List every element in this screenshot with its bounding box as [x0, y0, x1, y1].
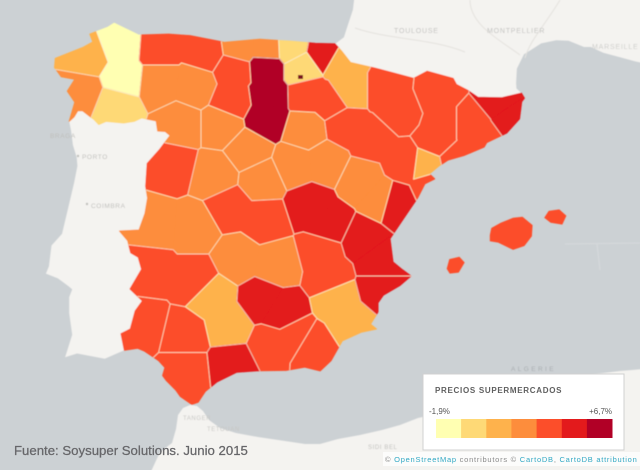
svg-text:PORTO: PORTO: [82, 154, 108, 161]
svg-text:SIDI BEL: SIDI BEL: [368, 445, 398, 451]
svg-text:MARSEILLE: MARSEILLE: [592, 44, 639, 51]
svg-text:Fuente: Soysuper Solutions. Ju: Fuente: Soysuper Solutions. Junio 2015: [14, 443, 248, 458]
svg-text:PRECIOS SUPERMERCADOS: PRECIOS SUPERMERCADOS: [435, 386, 562, 395]
svg-text:© OpenStreetMap contributors ©: © OpenStreetMap contributors © CartoDB, …: [385, 455, 638, 464]
svg-text:ALGERIE: ALGERIE: [511, 366, 556, 373]
svg-text:MONTPELLIER: MONTPELLIER: [487, 28, 545, 35]
svg-text:TANGER: TANGER: [183, 416, 211, 422]
svg-text:BRAGA: BRAGA: [50, 133, 76, 140]
svg-text:-1,9%: -1,9%: [429, 407, 450, 416]
svg-text:TOULOUSE: TOULOUSE: [394, 28, 439, 35]
svg-text:COIMBRA: COIMBRA: [91, 203, 126, 210]
svg-text:TETOUAN: TETOUAN: [207, 427, 240, 433]
svg-text:+6,7%: +6,7%: [589, 407, 612, 416]
